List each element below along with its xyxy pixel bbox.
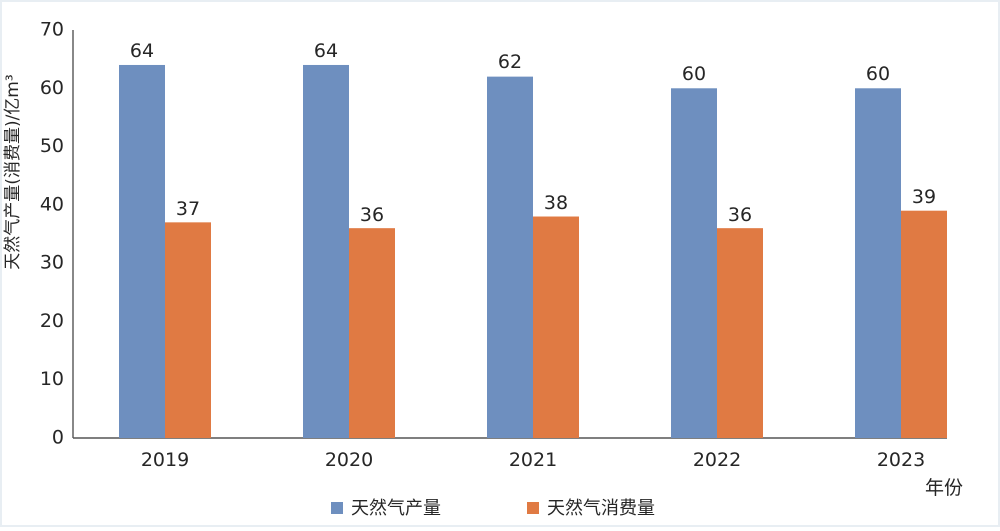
y-tick-label: 70 [40, 19, 64, 41]
legend-swatch-production [331, 502, 343, 514]
data-label-consumption-2023: 39 [912, 186, 936, 208]
bars-group [119, 64, 947, 439]
legend-label-production: 天然气产量 [351, 498, 441, 519]
x-tick-label-2022: 2022 [693, 449, 741, 471]
y-tick-label: 40 [40, 193, 64, 215]
x-tick-label-2023: 2023 [877, 449, 925, 471]
data-label-production-2022: 60 [682, 63, 706, 85]
y-tick-label: 10 [40, 368, 64, 390]
data-label-consumption-2022: 36 [728, 204, 752, 226]
data-labels-group: 64 64 62 60 60 37 36 38 36 39 [130, 40, 936, 226]
data-label-production-2021: 62 [498, 51, 522, 73]
bar-consumption-2022 [717, 228, 763, 438]
legend-swatch-consumption [527, 502, 539, 514]
y-tick-label: 30 [40, 252, 64, 274]
bar-production-2020 [303, 64, 349, 438]
bar-consumption-2019 [165, 222, 211, 438]
bar-production-2021 [487, 76, 533, 438]
bar-consumption-2023 [901, 210, 947, 438]
bar-production-2023 [855, 88, 901, 439]
data-label-consumption-2021: 38 [544, 192, 568, 214]
x-tick-label-2021: 2021 [509, 449, 557, 471]
x-tick-label-2020: 2020 [325, 449, 373, 471]
y-tick-label: 0 [52, 427, 64, 449]
bar-production-2019 [119, 64, 165, 438]
x-axis-label: 年份 [925, 477, 963, 499]
x-axis: 2019 2020 2021 2022 2023 年份 [73, 437, 963, 499]
data-label-production-2023: 60 [866, 63, 890, 85]
data-label-production-2019: 64 [130, 40, 154, 62]
data-label-production-2020: 64 [314, 40, 338, 62]
bar-consumption-2021 [533, 216, 579, 438]
y-tick-label: 50 [40, 135, 64, 157]
legend: 天然气产量 天然气消费量 [331, 498, 655, 519]
y-tick-label: 20 [40, 310, 64, 332]
data-label-consumption-2020: 36 [360, 204, 384, 226]
y-axis-label: 天然气产量(消费量)/亿m³ [3, 74, 23, 269]
legend-label-consumption: 天然气消费量 [547, 498, 655, 519]
y-axis: 0 10 20 30 40 50 60 70 [40, 19, 74, 449]
bar-consumption-2020 [349, 228, 395, 438]
bar-production-2022 [671, 88, 717, 439]
y-tick-label: 60 [40, 77, 64, 99]
x-tick-label-2019: 2019 [141, 449, 189, 471]
data-label-consumption-2019: 37 [176, 198, 200, 220]
